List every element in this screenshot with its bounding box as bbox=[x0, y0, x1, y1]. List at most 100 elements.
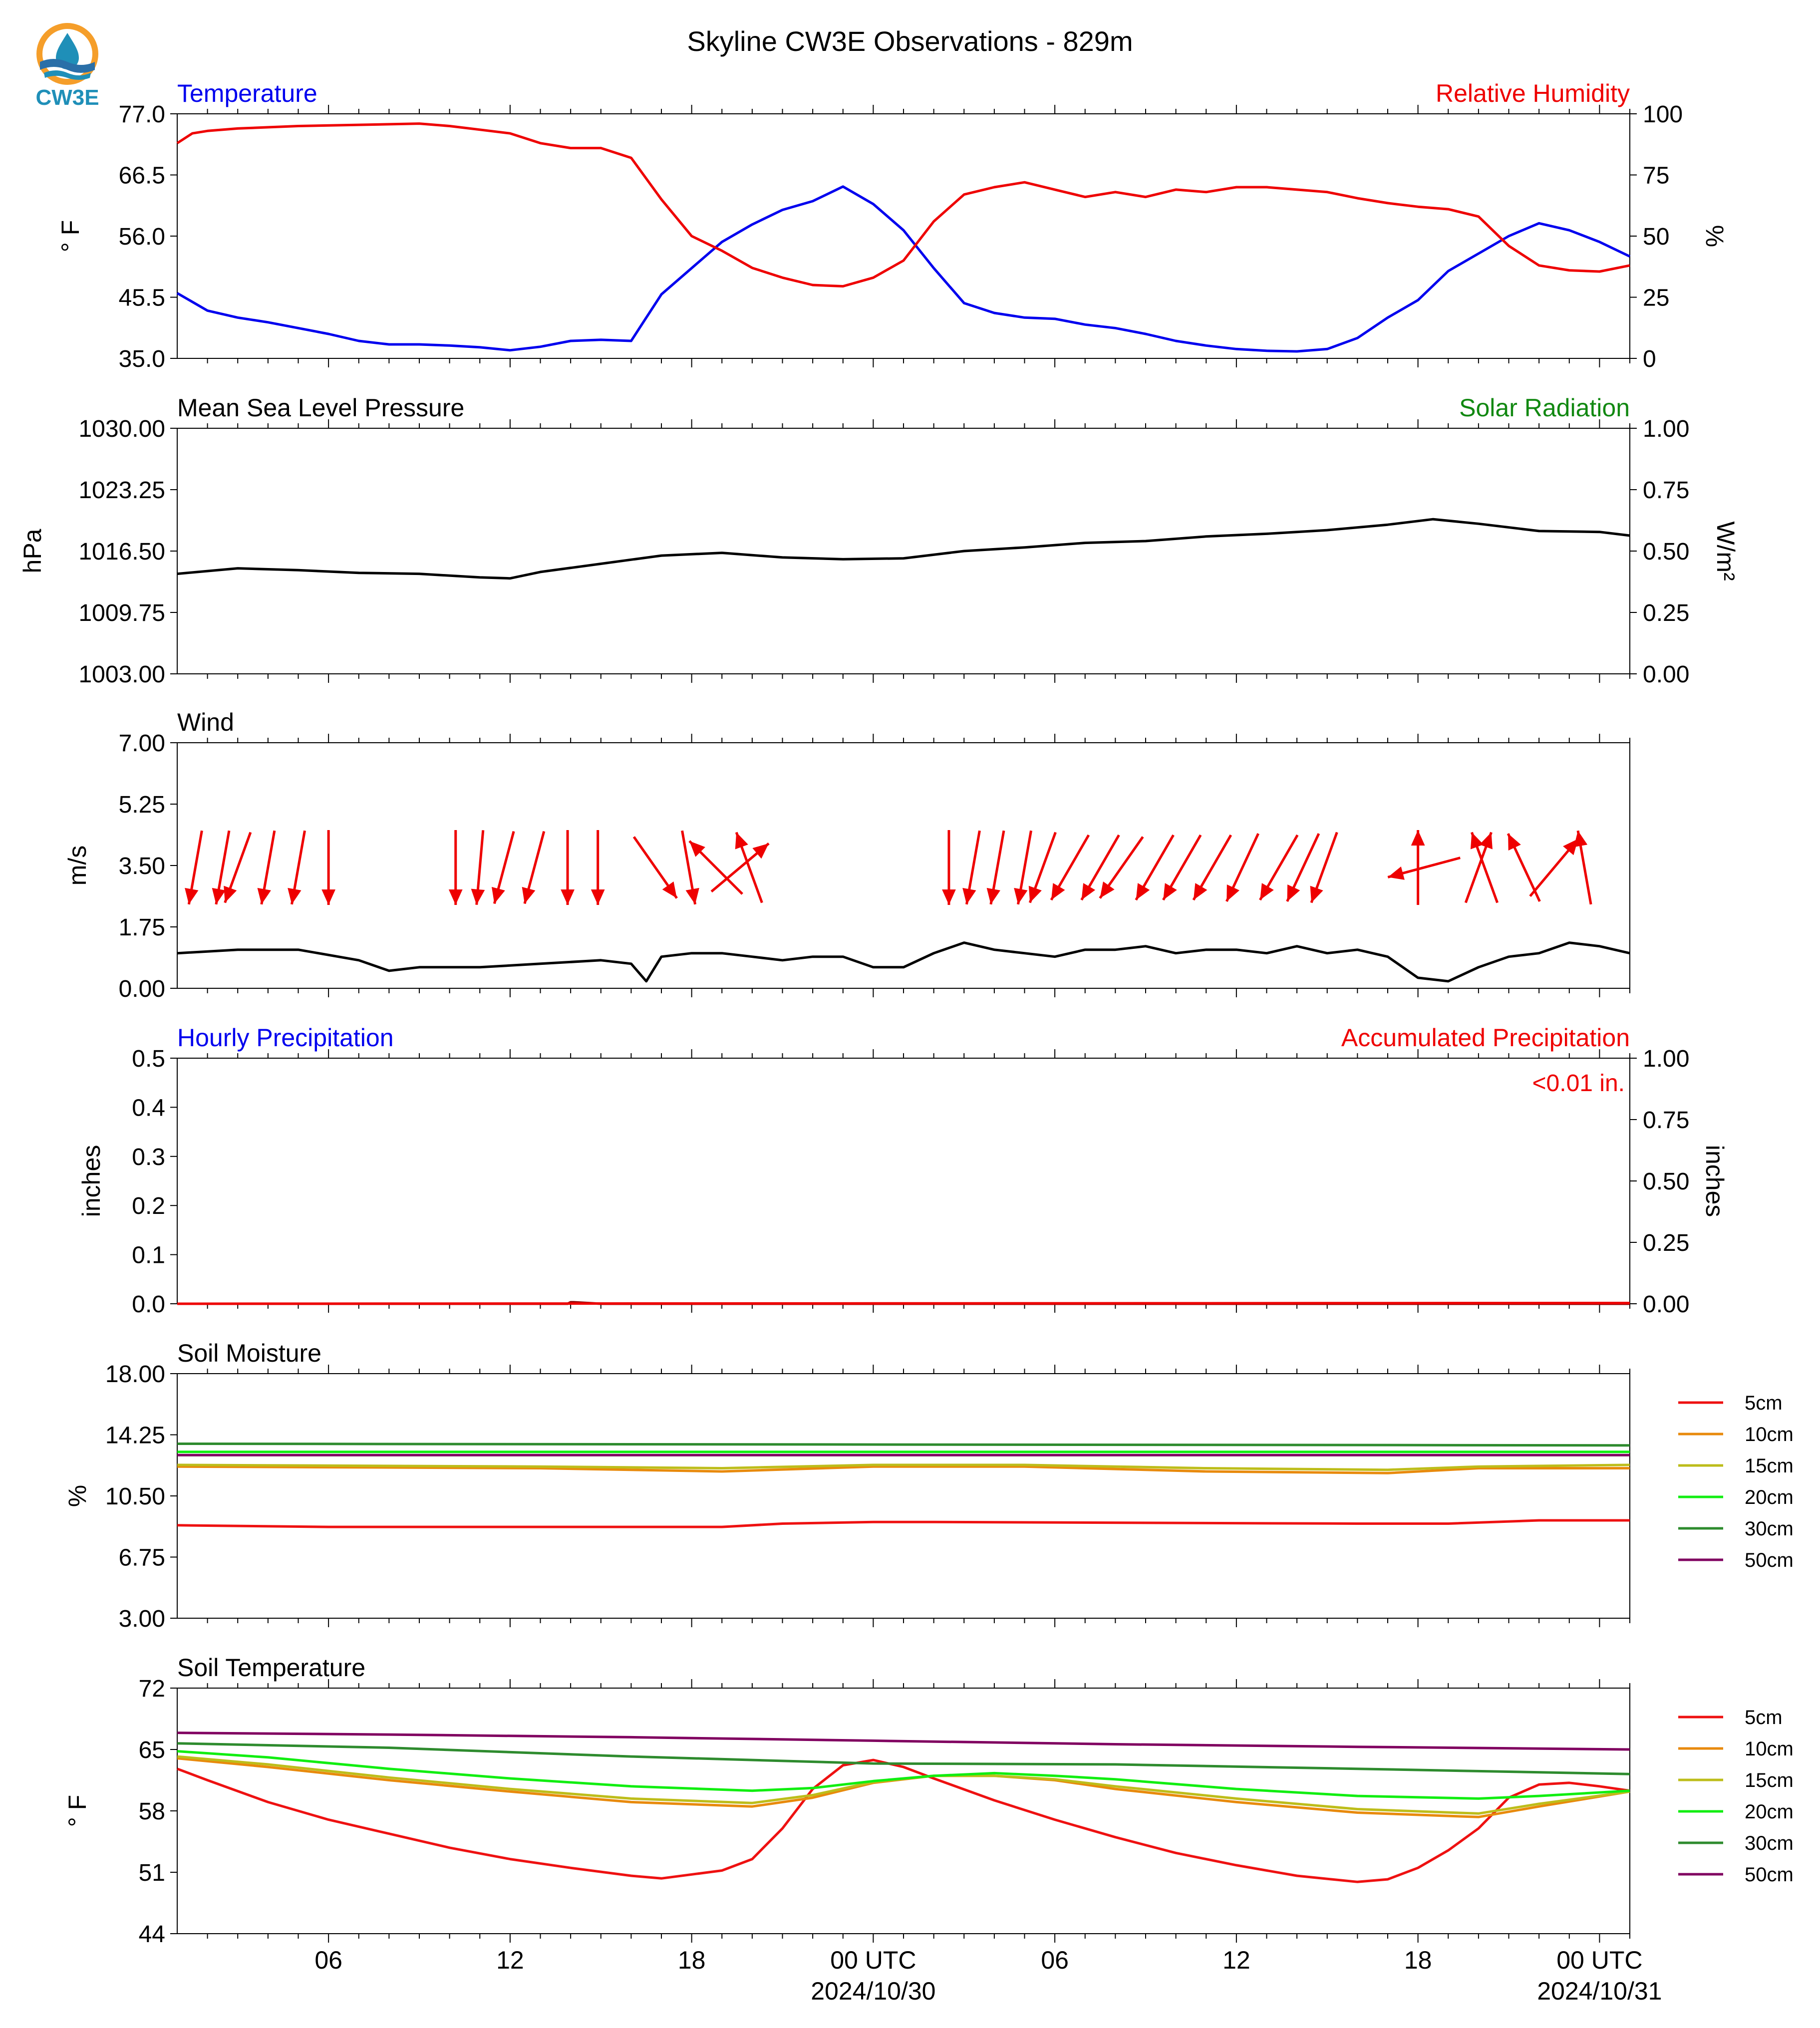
y-tick-label: 0.4 bbox=[132, 1095, 165, 1121]
panel-title: Soil Temperature bbox=[177, 1654, 365, 1682]
y-tick-label-right: 0.50 bbox=[1643, 539, 1689, 565]
y-axis-label: % bbox=[63, 1485, 91, 1507]
y-axis-label-right: % bbox=[1701, 225, 1729, 247]
legend-label: 5cm bbox=[1745, 1392, 1783, 1414]
wind-vector-head bbox=[1287, 884, 1300, 901]
y-tick-label: 0.5 bbox=[132, 1046, 165, 1072]
wind-vector-head bbox=[1411, 830, 1425, 846]
wind-vector-head bbox=[962, 887, 976, 904]
wind-vector-head bbox=[257, 887, 271, 904]
series-line-30cm bbox=[177, 1742, 1630, 1775]
legend-label: 10cm bbox=[1745, 1424, 1794, 1446]
wind-vector-head bbox=[1388, 866, 1405, 880]
wind-vector-head bbox=[986, 887, 1000, 904]
wind-vector-head bbox=[185, 887, 199, 904]
y-tick-label-right: 100 bbox=[1643, 101, 1683, 128]
y-tick-label: 44 bbox=[139, 1921, 165, 1948]
y-tick-label: 1003.00 bbox=[78, 661, 165, 688]
wind-vector-head bbox=[1573, 831, 1588, 848]
legend-label: 15cm bbox=[1745, 1455, 1794, 1477]
x-tick-label: 18 bbox=[678, 1946, 706, 1974]
y-tick-label-right: 0.00 bbox=[1643, 1291, 1689, 1318]
panel-title: Temperature bbox=[177, 79, 317, 107]
y-axis-label-right: W/m² bbox=[1712, 521, 1740, 580]
y-tick-label: 3.00 bbox=[119, 1606, 165, 1632]
panel-frame bbox=[177, 428, 1630, 674]
wind-vector-head bbox=[471, 888, 485, 905]
y-tick-label: 0.00 bbox=[119, 976, 165, 1002]
legend-label: 5cm bbox=[1745, 1707, 1783, 1729]
legend-label: 30cm bbox=[1745, 1832, 1794, 1854]
y-tick-label: 58 bbox=[139, 1798, 165, 1825]
y-tick-label: 1009.75 bbox=[78, 600, 165, 626]
wind-vector-head bbox=[1163, 883, 1177, 900]
y-tick-label-right: 0.25 bbox=[1643, 1230, 1689, 1256]
y-tick-label: 6.75 bbox=[119, 1545, 165, 1571]
wind-vector-head bbox=[1226, 884, 1239, 901]
wind-vector-head bbox=[1470, 832, 1484, 850]
wind-vector-head bbox=[1100, 881, 1115, 898]
legend-label: 10cm bbox=[1745, 1738, 1794, 1760]
wind-vector-head bbox=[1508, 834, 1521, 851]
series-line-15cm bbox=[177, 1463, 1630, 1471]
y-tick-label-right: 0.00 bbox=[1643, 661, 1689, 688]
panel-5: Soil Moisture 3.00 6.75 10.50 14.25 18.00% 5cm… bbox=[63, 1339, 1794, 1632]
legend-label: 50cm bbox=[1745, 1864, 1794, 1886]
y-tick-label: 5.25 bbox=[119, 792, 165, 818]
wind-vector-head bbox=[1310, 885, 1323, 903]
series-line-10cm bbox=[177, 1465, 1630, 1474]
y-tick-label: 51 bbox=[139, 1860, 165, 1886]
panel-frame bbox=[177, 113, 1630, 359]
wind-vector-head bbox=[1028, 885, 1042, 903]
y-tick-label: 66.5 bbox=[119, 163, 165, 189]
series-line-15cm bbox=[177, 1755, 1630, 1815]
wind-vector-head bbox=[752, 843, 769, 859]
y-tick-label: 7.00 bbox=[119, 730, 165, 757]
series-line-20cm bbox=[177, 1750, 1630, 1800]
legend-label: 20cm bbox=[1745, 1801, 1794, 1823]
y-tick-label: 45.5 bbox=[119, 285, 165, 311]
x-tick-label: 00 UTC bbox=[1556, 1946, 1642, 1974]
y-tick-label-right: 0 bbox=[1643, 346, 1656, 372]
series-line-5cm bbox=[177, 1758, 1630, 1883]
panel-title-right: Accumulated Precipitation bbox=[1341, 1024, 1630, 1052]
wind-vector-head bbox=[1260, 883, 1274, 900]
series-line-30cm bbox=[177, 1443, 1630, 1447]
panel-frame bbox=[177, 1373, 1630, 1619]
x-tick-label: 00 UTC bbox=[830, 1946, 916, 1974]
panel-title-right: Relative Humidity bbox=[1436, 79, 1630, 107]
wind-vector-head bbox=[522, 886, 536, 904]
y-tick-label: 18.00 bbox=[105, 1361, 165, 1388]
y-tick-label: 1023.25 bbox=[78, 477, 165, 504]
y-tick-label-right: 1.00 bbox=[1643, 416, 1689, 442]
series-line-wind bbox=[177, 941, 1630, 983]
x-tick-label: 12 bbox=[496, 1946, 524, 1974]
y-tick-label: 0.0 bbox=[132, 1291, 165, 1318]
wind-vector-head bbox=[288, 887, 302, 904]
y-axis-label: hPa bbox=[18, 529, 46, 573]
y-tick-label-right: 75 bbox=[1643, 163, 1669, 189]
y-tick-label: 14.25 bbox=[105, 1423, 165, 1449]
series-line-accumulated-precipitation bbox=[177, 1302, 1630, 1305]
y-tick-label-right: 25 bbox=[1643, 285, 1669, 311]
y-tick-label: 77.0 bbox=[119, 101, 165, 128]
wind-vector-head bbox=[1081, 883, 1096, 900]
wind-vector-head bbox=[561, 889, 575, 905]
panel-3: Wind 0.00 1.75 3.50 5.25 7.00 m/s bbox=[63, 708, 1630, 1002]
x-tick-label: 06 bbox=[1041, 1946, 1069, 1974]
wind-vector-head bbox=[1479, 832, 1493, 850]
y-tick-label-right: 0.75 bbox=[1643, 1107, 1689, 1134]
wind-vector-head bbox=[942, 889, 956, 905]
wind-vector-head bbox=[224, 885, 237, 903]
series-line-temperature bbox=[176, 185, 1631, 353]
wind-vector-head bbox=[591, 889, 605, 905]
y-tick-label: 65 bbox=[139, 1737, 165, 1763]
x-tick-label: 06 bbox=[314, 1946, 342, 1974]
logo-text: CW3E bbox=[35, 85, 99, 109]
y-tick-label: 3.50 bbox=[119, 853, 165, 879]
wind-vector-head bbox=[491, 886, 505, 904]
y-axis-label: m/s bbox=[63, 846, 91, 886]
y-axis-label: ° F bbox=[56, 220, 84, 252]
y-tick-label: 1030.00 bbox=[78, 416, 165, 442]
series-line-50cm bbox=[177, 1732, 1630, 1751]
